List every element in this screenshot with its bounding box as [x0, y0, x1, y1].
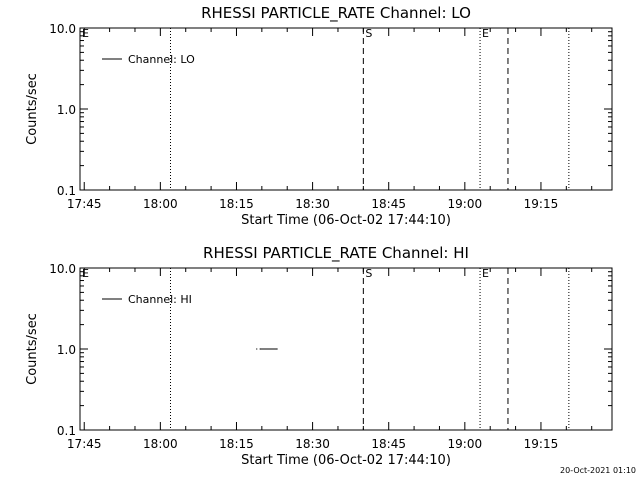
y-tick-label: 10.0 — [49, 22, 76, 36]
x-tick-label: 18:30 — [295, 437, 330, 451]
x-tick-label: 18:45 — [371, 437, 406, 451]
chart-title: RHESSI PARTICLE_RATE Channel: HI — [203, 244, 469, 263]
x-tick-label: 18:00 — [143, 197, 178, 211]
x-tick-label: 19:15 — [524, 197, 559, 211]
y-tick-label: 1.0 — [57, 103, 76, 117]
x-tick-label: 17:45 — [67, 437, 102, 451]
y-tick-label: 10.0 — [49, 262, 76, 276]
data-point — [256, 348, 258, 350]
x-tick-label: 18:45 — [371, 197, 406, 211]
y-tick-label: 1.0 — [57, 343, 76, 357]
x-tick-label: 17:45 — [67, 197, 102, 211]
x-axis-label: Start Time (06-Oct-02 17:44:10) — [241, 453, 451, 468]
x-tick-label: 19:15 — [524, 437, 559, 451]
timestamp-label: 20-Oct-2021 01:10 — [560, 466, 636, 475]
corner-marker-label: E — [82, 267, 89, 280]
event-marker-label: S — [365, 267, 372, 280]
y-axis-label: Counts/sec — [25, 313, 40, 385]
x-axis-label: Start Time (06-Oct-02 17:44:10) — [241, 213, 451, 228]
x-tick-label: 18:15 — [219, 197, 254, 211]
x-tick-label: 19:00 — [448, 437, 483, 451]
event-marker-label: E — [482, 267, 489, 280]
chart-panel-1: RHESSI PARTICLE_RATE Channel: LO 0.1 1.0 10… — [25, 4, 613, 228]
y-axis-label: Counts/sec — [25, 73, 40, 145]
x-tick-label: 18:30 — [295, 197, 330, 211]
corner-marker-label: E — [82, 27, 89, 40]
chart-panel-2: RHESSI PARTICLE_RATE Channel: HI 0.1 1.0 10… — [25, 244, 613, 468]
x-tick-label: 19:00 — [448, 197, 483, 211]
legend-label: Channel: LO — [128, 53, 195, 66]
legend-label: Channel: HI — [128, 293, 192, 306]
x-tick-label: 18:15 — [219, 437, 254, 451]
x-tick-label: 18:00 — [143, 437, 178, 451]
event-marker-label: S — [365, 27, 372, 40]
y-tick-label: 0.1 — [57, 424, 76, 438]
event-marker-label: E — [482, 27, 489, 40]
y-tick-label: 0.1 — [57, 184, 76, 198]
chart-title: RHESSI PARTICLE_RATE Channel: LO — [201, 4, 471, 23]
